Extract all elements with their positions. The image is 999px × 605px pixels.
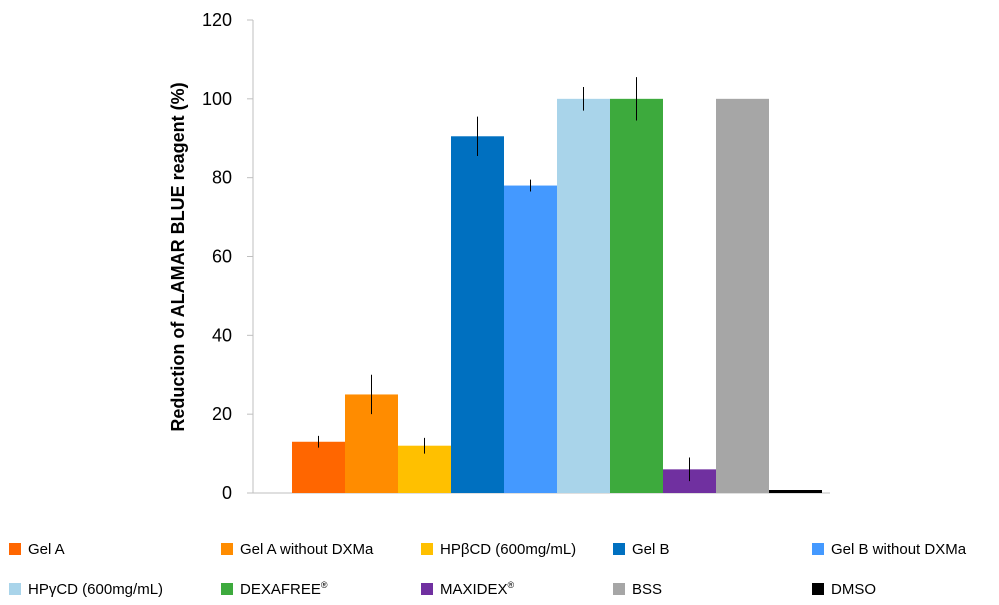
y-tick-label: 0 [222, 483, 232, 503]
legend-swatch [9, 543, 21, 555]
bar [504, 185, 557, 494]
legend-label: HPγCD (600mg/mL) [28, 581, 163, 598]
legend-label-text: HPβCD (600mg/mL) [440, 540, 577, 558]
legend-swatch [221, 583, 233, 595]
bar-chart: 0 20 40 60 80 100 120 Reduction of ALAMAR BLUE… [168, 10, 830, 503]
legend-item: MAXIDEX® [421, 578, 514, 600]
legend-label-text: MAXIDEX [440, 581, 508, 598]
legend-item: HPβCD (600mg/mL) [421, 538, 576, 560]
legend-label-superscript: ® [320, 580, 328, 590]
legend-swatch [812, 543, 824, 555]
legend: Gel A Gel A without DXMa HPβCD (600mg/mL) G… [0, 530, 999, 605]
legend-label-text: Gel B [632, 540, 670, 558]
legend-label: Gel B [632, 541, 670, 558]
legend-swatch [9, 583, 21, 595]
y-tick-label: 80 [212, 168, 232, 188]
bar [292, 441, 345, 493]
legend-item: Gel A [9, 538, 65, 560]
y-tick-label: 40 [212, 325, 232, 345]
legend-label: MAXIDEX® [440, 580, 514, 598]
legend-label-text: DEXAFREE [240, 581, 321, 598]
legend-item: DMSO [812, 578, 876, 600]
legend-label-text: DMSO [831, 580, 876, 598]
legend-swatch [613, 543, 625, 555]
bar [557, 98, 610, 493]
legend-swatch [421, 583, 433, 595]
bar [769, 490, 822, 493]
y-tick-label: 60 [212, 247, 232, 267]
legend-label-text: BSS [632, 580, 663, 598]
y-tick-label: 20 [212, 404, 232, 424]
legend-label-text: HPγCD (600mg/mL) [28, 580, 164, 598]
legend-swatch [613, 583, 625, 595]
legend-label-text: Gel A without DXMa [240, 540, 374, 558]
y-tick-label: 100 [202, 89, 232, 109]
legend-item: BSS [613, 578, 662, 600]
legend-item: HPγCD (600mg/mL) [9, 578, 163, 600]
bar [716, 98, 769, 493]
legend-item: Gel A without DXMa [221, 538, 373, 560]
y-axis-ticks: 0 20 40 60 80 100 120 [202, 10, 253, 503]
legend-label: DEXAFREE® [240, 580, 328, 598]
bar [451, 136, 504, 493]
y-axis-title: Reduction of ALAMAR BLUE reagent (%) [168, 82, 188, 431]
bar [610, 98, 663, 493]
legend-label-superscript: ® [507, 580, 515, 590]
legend-item: DEXAFREE® [221, 578, 328, 600]
legend-label: Gel A [28, 541, 65, 558]
legend-label: BSS [632, 581, 662, 598]
legend-label: Gel B without DXMa [831, 541, 966, 558]
error-bars [318, 77, 690, 482]
legend-label: DMSO [831, 581, 876, 598]
legend-item: Gel B without DXMa [812, 538, 966, 560]
legend-label: HPβCD (600mg/mL) [440, 541, 576, 558]
legend-swatch [221, 543, 233, 555]
legend-label-text: Gel B without DXMa [831, 540, 967, 558]
legend-swatch [421, 543, 433, 555]
legend-label-text: Gel A [28, 540, 65, 558]
legend-label: Gel A without DXMa [240, 541, 373, 558]
y-tick-label: 120 [202, 10, 232, 30]
bars [292, 98, 822, 494]
legend-swatch [812, 583, 824, 595]
legend-item: Gel B [613, 538, 670, 560]
